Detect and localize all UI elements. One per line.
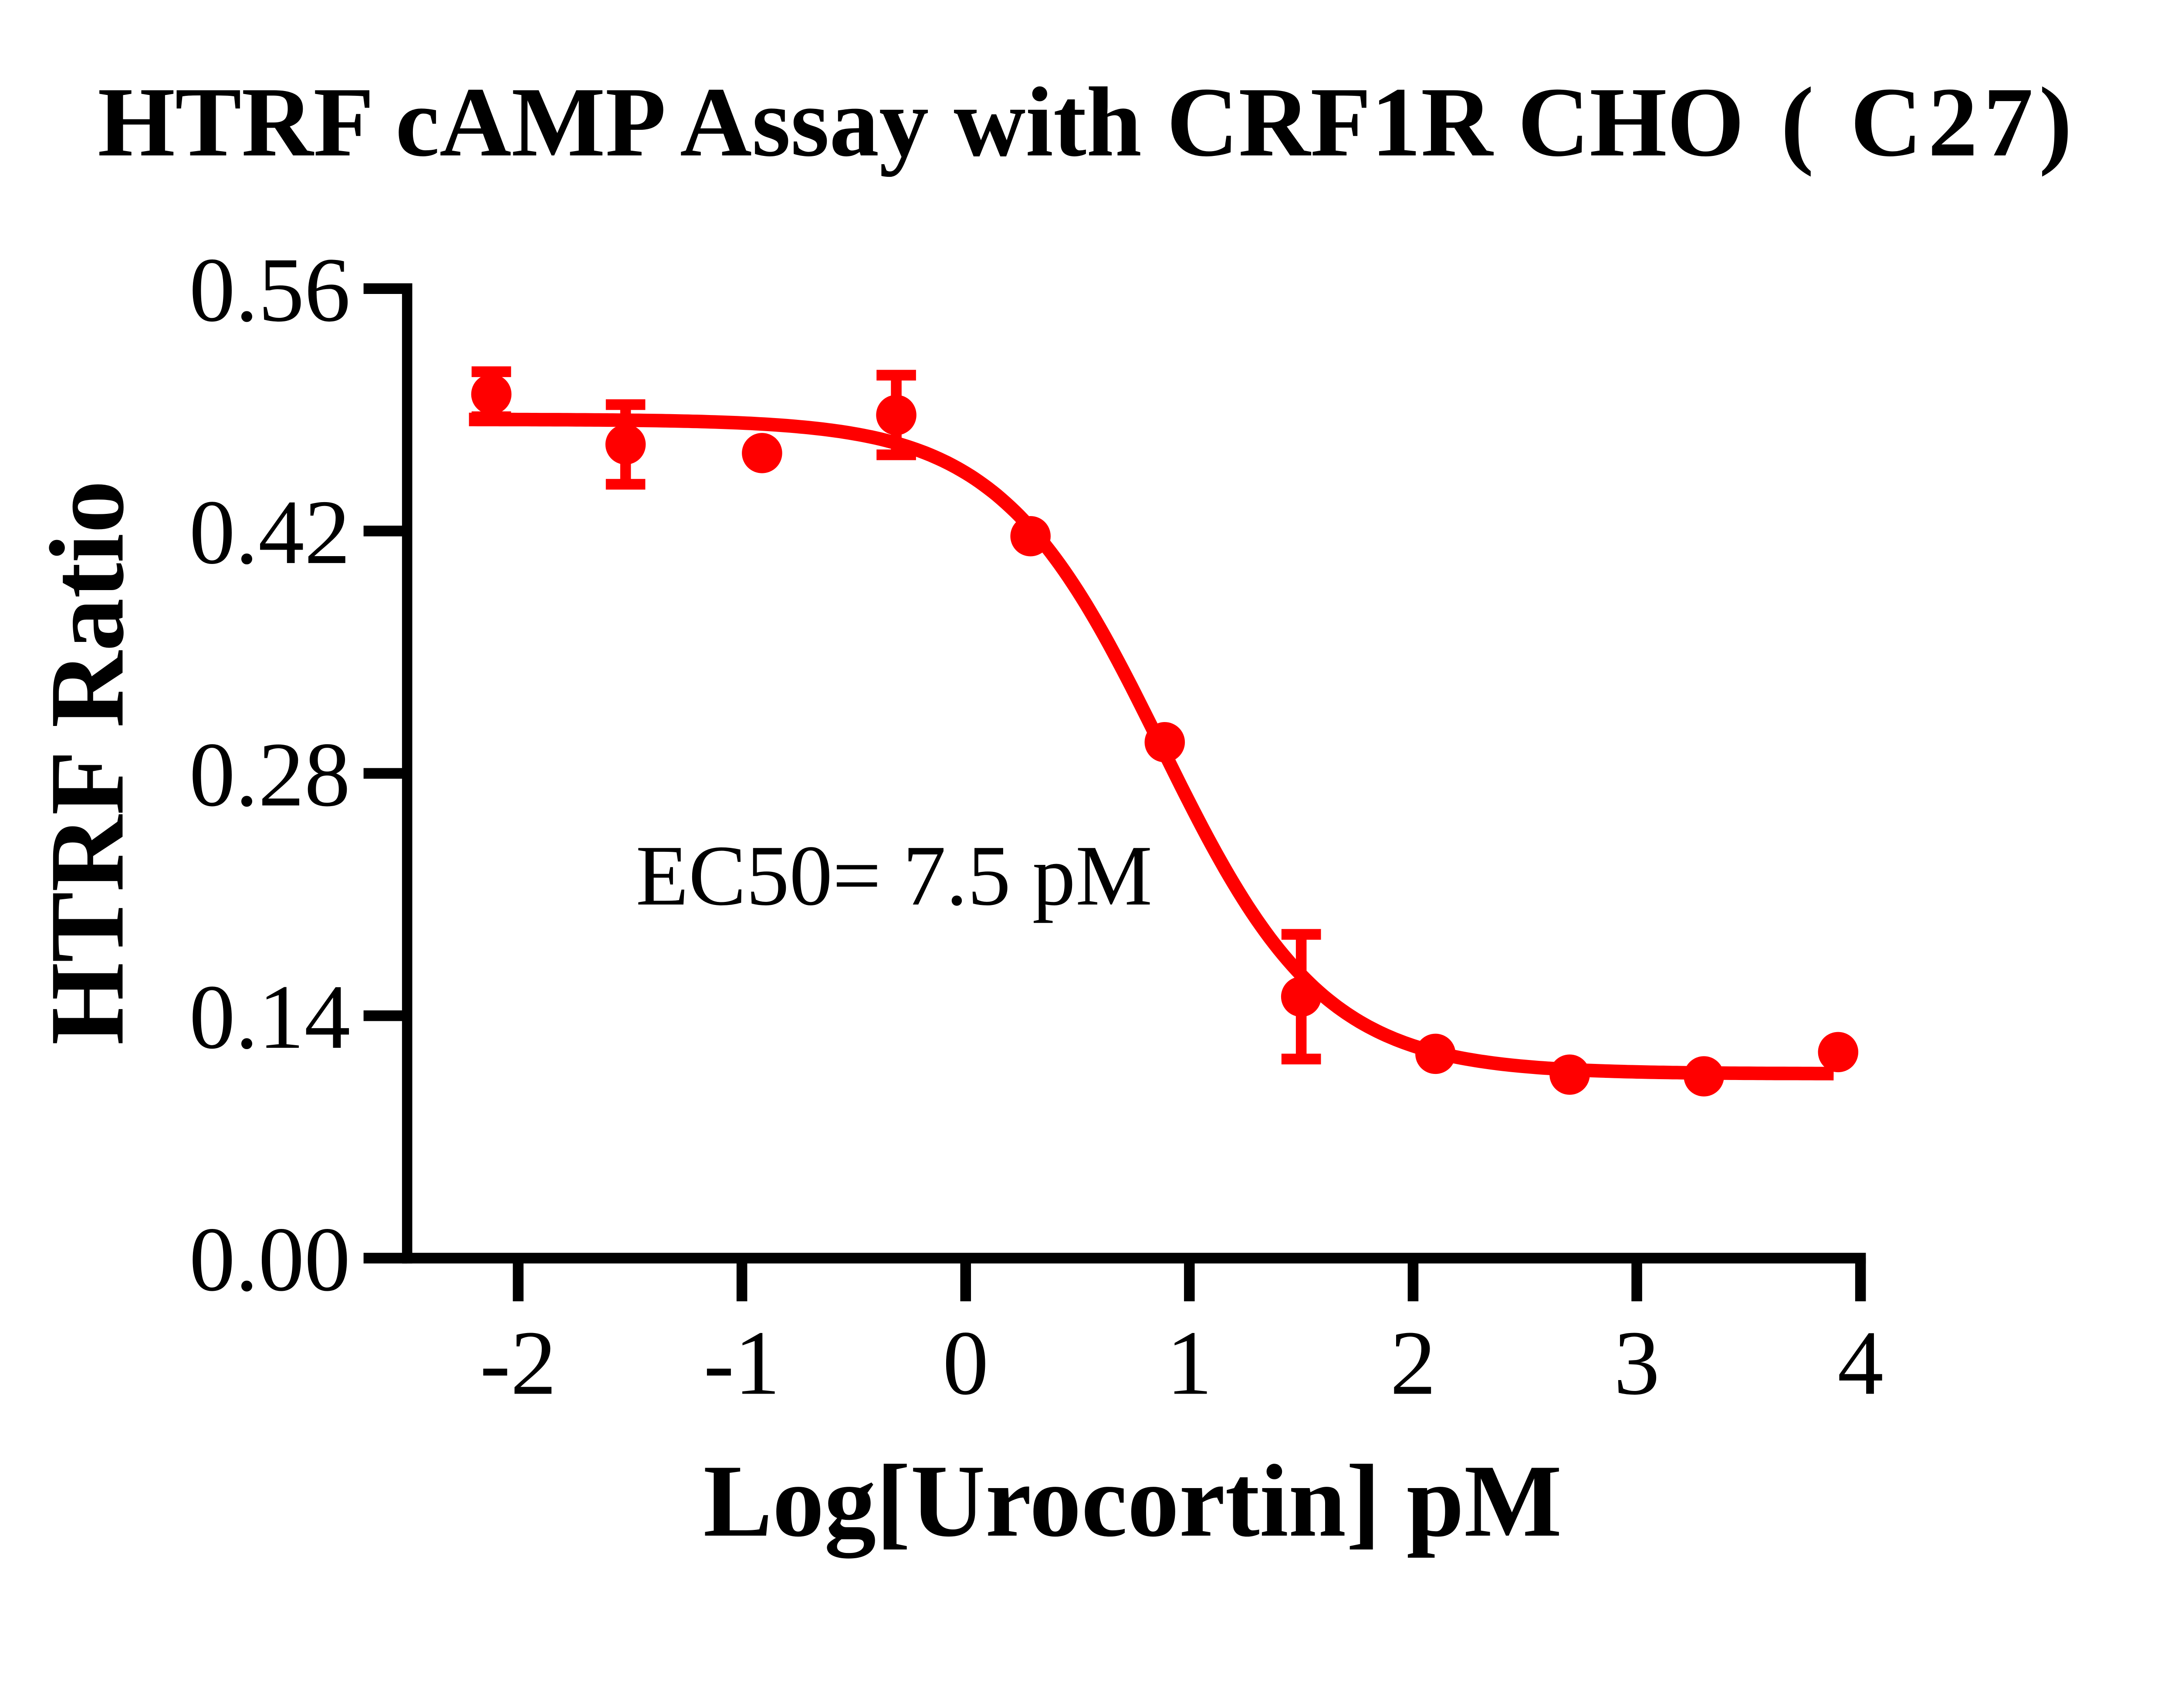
x-tick-label: 2 [1390,1312,1436,1414]
y-tick-label: 0.42 [189,481,350,583]
chart-title-main: HTRF cAMP Assay with CRF1R CHO [98,67,1744,177]
data-point [605,424,646,465]
chart-title-suffix: ( C27) [1781,67,2078,177]
y-axis-title: HTRF Ratio [28,480,145,1045]
data-point [1144,722,1185,763]
x-tick-label: -2 [480,1312,557,1414]
data-point [1010,516,1051,557]
data-point [1549,1054,1590,1095]
x-tick-label: 3 [1614,1312,1660,1414]
x-axis-title: Log[Urocortin] pM [703,1444,1562,1558]
plot-area: 0.56 0.42 0.28 0.14 0.00 -2 -1 0 1 2 3 4 [189,239,1884,1414]
data-point [1818,1032,1859,1073]
data-point [1415,1033,1456,1074]
y-tick-label: 0.00 [189,1208,350,1310]
x-tick-label: 1 [1166,1312,1212,1414]
y-tick-label: 0.56 [189,239,350,341]
data-point [1684,1056,1724,1097]
data-point [742,433,782,473]
fit-curve [467,412,1836,1080]
x-tick-label: 4 [1837,1312,1884,1414]
chart-title: HTRF cAMP Assay with CRF1R CHO ( C27) [98,67,2078,177]
y-tick-label: 0.28 [189,724,350,826]
data-point [471,374,512,415]
data-point [1281,976,1322,1017]
data-point [876,395,917,435]
dose-response-chart: 0.56 0.42 0.28 0.14 0.00 -2 -1 0 1 2 3 4 HTRF cAMP … [28,67,2078,1559]
x-tick-label: 0 [943,1312,989,1414]
y-tick-label: 0.14 [189,966,350,1068]
x-tick-label: -1 [703,1312,780,1414]
ec50-annotation: EC50= 7.5 pM [636,827,1153,923]
